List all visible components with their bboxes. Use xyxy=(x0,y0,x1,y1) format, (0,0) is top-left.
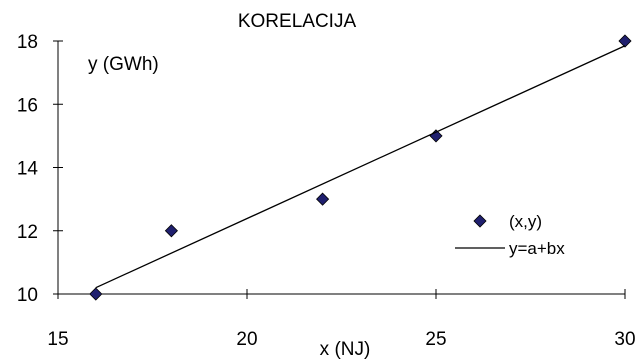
y-tick-label: 18 xyxy=(17,32,38,53)
x-tick-label: 30 xyxy=(614,329,635,350)
axes: 15 20 25 30 10 12 14 16 18 xyxy=(17,32,636,350)
legend-label: (x,y) xyxy=(509,212,542,231)
legend-label: y=a+bx xyxy=(509,239,565,258)
y-tick-label: 16 xyxy=(17,95,38,116)
y-tick-label: 10 xyxy=(17,285,38,306)
data-point xyxy=(316,192,330,206)
data-point xyxy=(164,224,178,238)
y-axis-label: y (GWh) xyxy=(88,54,159,75)
plot-series xyxy=(89,34,632,301)
x-tick-label: 15 xyxy=(47,329,68,350)
data-point xyxy=(89,287,103,301)
x-axis-label: x (NJ) xyxy=(320,339,371,359)
data-point xyxy=(618,34,632,48)
x-tick-label: 20 xyxy=(236,329,257,350)
y-tick-label: 14 xyxy=(17,159,39,180)
regression-line xyxy=(95,45,626,289)
chart-title: KORELACIJA xyxy=(238,11,357,32)
legend-marker-symbol xyxy=(473,214,487,228)
y-tick-label: 12 xyxy=(17,222,38,243)
legend: (x,y) y=a+bx xyxy=(455,212,565,258)
x-tick-label: 25 xyxy=(425,329,446,350)
